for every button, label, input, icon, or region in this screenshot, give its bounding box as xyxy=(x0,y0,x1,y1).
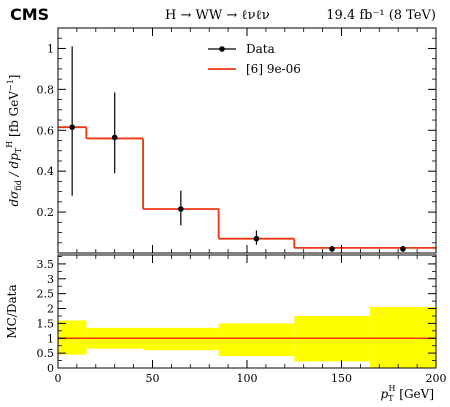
ylabel-sub2: T xyxy=(14,147,23,153)
ratio-y-tick-label: 3 xyxy=(47,273,54,286)
data-point xyxy=(69,124,75,131)
ylabel-main: dσ xyxy=(7,190,21,207)
ratio-y-axis-label: MC/Data xyxy=(5,284,19,338)
main-y-tick-label: 1 xyxy=(47,42,54,55)
main-y-tick-label: 0.4 xyxy=(37,165,55,178)
ratio-x-tick-label: 200 xyxy=(426,372,447,385)
ratio-x-tick-label: 150 xyxy=(331,372,352,385)
data-point xyxy=(329,246,335,252)
uncertainty-band xyxy=(218,323,295,357)
data-point xyxy=(400,246,406,252)
xlabel-sub: T xyxy=(388,394,394,403)
ratio-panel: 00.511.522.533.50 50 100 150 200 MC/Data pTH… xyxy=(5,254,447,403)
ratio-x-axis-label: pTH [GeV] xyxy=(380,384,434,403)
legend: Data [6] 9e-06 xyxy=(208,42,301,76)
ylabel-unit-sup: −1 xyxy=(6,79,15,91)
xlabel-sup: H xyxy=(388,384,395,393)
ratio-axes: 00.511.522.533.50 50 100 150 200 xyxy=(37,255,447,385)
ratio-x-tick-label: 0 xyxy=(55,372,62,385)
main-y-tick-label: 0.2 xyxy=(37,206,55,219)
ratio-y-tick-label: 0 xyxy=(47,362,54,375)
xlabel-unit: [GeV] xyxy=(395,387,434,401)
main-y-axis-label: dσfid / dpTH [fb GeV−1] xyxy=(5,75,23,207)
ratio-x-tick-label: 50 xyxy=(146,372,160,385)
ratio-y-tick-label: 1 xyxy=(47,332,54,345)
ratio-y-tick-label: 2 xyxy=(47,303,54,316)
ylabel-close: ] xyxy=(7,75,21,80)
legend-data-marker xyxy=(219,46,225,52)
xlabel-main: p xyxy=(380,387,388,401)
ylabel-mid: / dp xyxy=(7,153,21,180)
ylabel-sup2: H xyxy=(5,141,14,148)
lumi-label: 19.4 fb⁻¹ (8 TeV) xyxy=(326,8,436,23)
ratio-y-tick-label: 3.5 xyxy=(37,258,55,271)
main-data-layer xyxy=(58,46,436,252)
main-y-tick-label: 0.8 xyxy=(37,83,55,96)
main-panel: 0.2 0.4 0.6 0.8 1 dσfid / dpTH [fb GeV−1] Da… xyxy=(5,27,437,254)
data-point xyxy=(111,134,118,141)
ratio-data-layer xyxy=(58,307,436,368)
process-label: H → WW → ℓνℓν xyxy=(165,8,270,23)
ylabel-unit: [fb GeV xyxy=(7,91,21,141)
main-y-axis: 0.2 0.4 0.6 0.8 1 xyxy=(37,28,437,253)
legend-data-label: Data xyxy=(246,42,275,56)
ratio-y-tick-label: 0.5 xyxy=(37,347,55,360)
data-point xyxy=(178,206,184,212)
data-point xyxy=(253,235,260,242)
legend-prediction-label: [6] 9e-06 xyxy=(246,62,301,76)
ratio-y-tick-label: 2.5 xyxy=(37,288,55,301)
ylabel-sub1: fid xyxy=(14,180,23,190)
main-y-tick-label: 0.6 xyxy=(37,124,55,137)
ratio-y-tick-label: 1.5 xyxy=(37,317,55,330)
ratio-x-tick-label: 100 xyxy=(237,372,258,385)
experiment-label: CMS xyxy=(10,5,49,24)
